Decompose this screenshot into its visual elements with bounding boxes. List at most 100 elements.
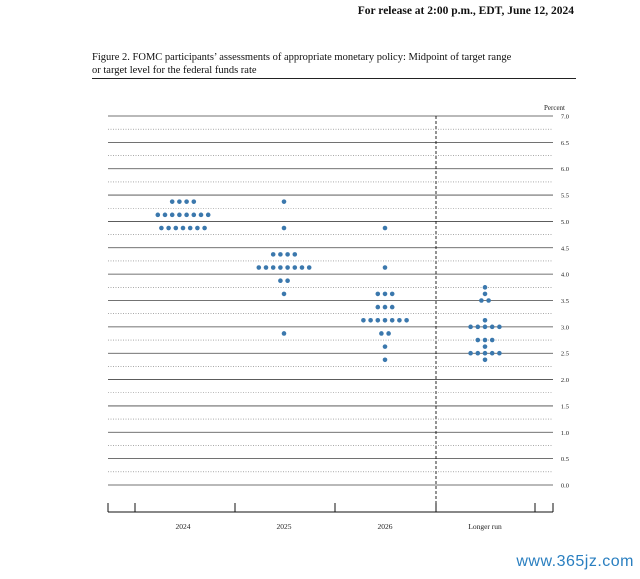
participant-dot: [361, 317, 366, 323]
participant-dot: [482, 324, 488, 330]
participant-dot: [389, 317, 395, 323]
y-tick-label: 0.0: [561, 483, 569, 490]
y-tick-label: 6.0: [561, 166, 569, 173]
participant-dot: [281, 225, 287, 231]
participant-dot: [195, 225, 200, 231]
participant-dot: [382, 265, 388, 270]
participant-dot: [386, 331, 391, 336]
participant-dot: [497, 350, 502, 356]
participant-dot: [281, 331, 287, 336]
participant-dot: [482, 350, 488, 356]
x-category-label: Longer run: [468, 522, 502, 531]
participant-dot: [270, 252, 276, 257]
participant-dot: [270, 265, 276, 270]
participant-dot: [389, 304, 395, 310]
participant-dot: [281, 199, 287, 204]
participant-dot: [482, 344, 488, 349]
y-tick-label: 4.5: [561, 245, 569, 252]
y-axis-label: Percent: [544, 104, 565, 112]
participant-dot: [306, 265, 312, 270]
participant-dot: [184, 212, 189, 218]
caption-rule: [92, 78, 576, 79]
y-tick-label: 5.5: [561, 193, 569, 200]
participant-dot: [278, 278, 283, 284]
participant-dot: [285, 252, 290, 257]
participant-dot: [205, 212, 211, 218]
participant-dot: [475, 350, 481, 356]
release-line: For release at 2:00 p.m., EDT, June 12, …: [357, 5, 574, 17]
participant-dot: [486, 298, 491, 303]
y-tick-label: 5.0: [561, 219, 569, 226]
participant-dot: [285, 278, 290, 284]
participant-dot: [482, 317, 488, 323]
participant-dot: [382, 291, 388, 297]
watermark-text: www.365jz.com: [516, 553, 634, 570]
figure-caption: Figure 2. FOMC participants’ assessments…: [92, 52, 576, 77]
caption-line-1: Figure 2. FOMC participants’ assessments…: [92, 52, 512, 63]
participant-dot: [202, 225, 207, 231]
participant-dot: [489, 337, 495, 343]
participant-dot: [382, 317, 388, 323]
participant-dot: [482, 285, 488, 290]
participant-dot: [382, 357, 388, 363]
participant-dot: [375, 317, 381, 323]
participant-dot: [482, 357, 488, 363]
participant-dot: [379, 331, 384, 336]
participant-dot: [169, 199, 175, 204]
participant-dot: [292, 252, 298, 257]
participant-dot: [475, 337, 481, 343]
participant-dot: [191, 212, 197, 218]
x-category-label: 2025: [277, 522, 292, 531]
participant-dot: [159, 225, 164, 231]
participant-dot: [475, 324, 481, 330]
participant-dot: [482, 337, 488, 343]
participant-dot: [375, 304, 381, 310]
participant-dot: [382, 344, 388, 349]
participant-dot: [173, 225, 179, 231]
caption-line-2: or target level for the federal funds ra…: [92, 64, 257, 76]
participant-dot: [263, 265, 269, 270]
participant-dot: [169, 212, 175, 218]
participant-dot: [191, 199, 197, 204]
y-tick-label: 0.5: [561, 456, 569, 463]
participant-dot: [482, 291, 488, 297]
x-axis: 2024 2025 2026 Longer run: [107, 116, 554, 531]
participant-dot: [256, 265, 262, 270]
participant-dot: [285, 265, 290, 270]
participant-dot: [389, 291, 395, 297]
dots: [155, 199, 502, 363]
participant-dot: [397, 317, 402, 323]
participant-dot: [468, 324, 473, 330]
participant-dot: [180, 225, 186, 231]
y-tick-label: 2.0: [561, 377, 569, 384]
participant-dot: [404, 317, 409, 323]
participant-dot: [468, 350, 473, 356]
y-tick-label: 1.5: [561, 403, 569, 410]
y-tick-label: 3.5: [561, 298, 569, 305]
participant-dot: [278, 265, 283, 270]
participant-dot: [278, 252, 283, 257]
grid-lines: [108, 115, 553, 486]
participant-dot: [382, 304, 388, 310]
y-tick-label: 2.5: [561, 351, 569, 358]
participant-dot: [382, 225, 388, 231]
y-tick-label: 6.5: [561, 140, 569, 147]
y-tick-label: 7.0: [561, 114, 569, 121]
participant-dot: [299, 265, 305, 270]
participant-dot: [198, 212, 204, 218]
y-tick-label: 3.0: [561, 324, 569, 331]
participant-dot: [162, 212, 168, 218]
y-tick-labels: 0.0 0.5 1.0 1.5 2.0 2.5 3.0 3.5 4.0 4.5 5.0 5.5 6.0 6…: [544, 104, 569, 490]
x-category-label: 2024: [176, 522, 191, 531]
participant-dot: [155, 212, 161, 218]
participant-dot: [177, 199, 182, 204]
participant-dot: [479, 298, 484, 303]
participant-dot: [489, 324, 495, 330]
participant-dot: [292, 265, 298, 270]
x-category-label: 2026: [378, 522, 393, 531]
participant-dot: [489, 350, 495, 356]
participant-dot: [166, 225, 171, 231]
participant-dot: [177, 212, 182, 218]
y-tick-label: 4.0: [561, 272, 569, 279]
participant-dot: [375, 291, 381, 297]
